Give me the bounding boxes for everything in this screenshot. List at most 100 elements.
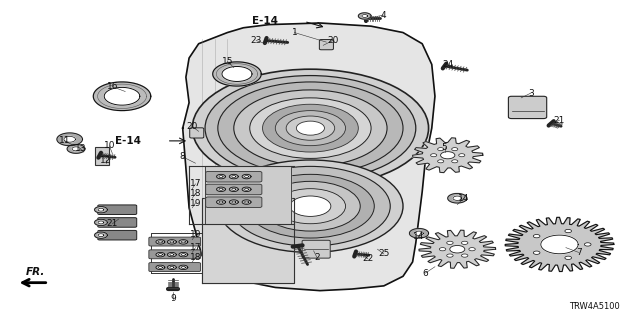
Polygon shape <box>181 254 186 256</box>
Polygon shape <box>170 254 174 256</box>
Polygon shape <box>448 194 467 203</box>
Polygon shape <box>156 240 165 244</box>
Polygon shape <box>67 144 85 153</box>
Polygon shape <box>419 230 495 268</box>
Polygon shape <box>181 241 186 243</box>
Polygon shape <box>453 196 461 200</box>
Circle shape <box>447 241 453 244</box>
Circle shape <box>275 189 346 224</box>
Circle shape <box>533 251 540 254</box>
Polygon shape <box>229 174 238 179</box>
Polygon shape <box>229 187 238 192</box>
Polygon shape <box>64 136 76 142</box>
Text: 23: 23 <box>250 36 262 45</box>
Text: 17: 17 <box>189 243 201 252</box>
Polygon shape <box>168 252 176 257</box>
Bar <box>95 147 109 165</box>
Polygon shape <box>244 188 248 190</box>
Text: 25: 25 <box>378 250 390 259</box>
Text: 10: 10 <box>104 141 115 150</box>
FancyBboxPatch shape <box>205 197 262 207</box>
Text: 14: 14 <box>413 232 425 241</box>
Text: 20: 20 <box>187 122 198 131</box>
Polygon shape <box>57 133 83 146</box>
Polygon shape <box>358 13 371 19</box>
Polygon shape <box>216 174 225 179</box>
Circle shape <box>246 174 374 238</box>
Polygon shape <box>232 176 236 178</box>
Polygon shape <box>98 208 104 211</box>
Polygon shape <box>415 231 423 236</box>
Polygon shape <box>98 234 104 236</box>
Circle shape <box>286 116 335 140</box>
Polygon shape <box>505 217 614 271</box>
FancyBboxPatch shape <box>189 128 204 138</box>
Polygon shape <box>242 200 251 204</box>
Polygon shape <box>242 187 251 192</box>
Polygon shape <box>156 265 165 270</box>
Text: 8: 8 <box>180 152 186 161</box>
Polygon shape <box>95 206 108 213</box>
Text: 13: 13 <box>75 144 86 153</box>
Polygon shape <box>98 221 104 224</box>
Text: E-14: E-14 <box>115 136 141 146</box>
Text: FR.: FR. <box>26 267 45 277</box>
Polygon shape <box>205 166 291 224</box>
Circle shape <box>452 160 458 163</box>
Circle shape <box>452 148 458 151</box>
FancyBboxPatch shape <box>149 250 200 259</box>
Text: 19: 19 <box>189 198 201 207</box>
Text: 18: 18 <box>189 189 201 198</box>
FancyBboxPatch shape <box>508 96 547 119</box>
Circle shape <box>250 98 371 158</box>
Text: 15: 15 <box>221 57 233 66</box>
Polygon shape <box>179 252 188 257</box>
Circle shape <box>440 152 455 159</box>
Text: 24: 24 <box>442 60 453 69</box>
Circle shape <box>234 90 387 166</box>
FancyBboxPatch shape <box>319 40 333 50</box>
Text: 3: 3 <box>528 89 534 98</box>
Circle shape <box>461 254 468 257</box>
Text: 5: 5 <box>442 143 447 152</box>
Polygon shape <box>219 176 223 178</box>
Polygon shape <box>170 266 174 268</box>
Polygon shape <box>168 265 176 270</box>
FancyBboxPatch shape <box>149 237 200 246</box>
Polygon shape <box>232 201 236 203</box>
Polygon shape <box>216 200 225 204</box>
Polygon shape <box>244 201 248 203</box>
Circle shape <box>218 160 403 252</box>
Circle shape <box>192 69 429 187</box>
Polygon shape <box>413 138 483 172</box>
Polygon shape <box>242 174 251 179</box>
Text: E-14: E-14 <box>253 16 278 27</box>
Text: 20: 20 <box>327 36 339 45</box>
Polygon shape <box>95 219 108 226</box>
FancyBboxPatch shape <box>98 205 137 214</box>
Polygon shape <box>244 176 248 178</box>
Text: 16: 16 <box>107 82 118 91</box>
Polygon shape <box>158 241 163 243</box>
Circle shape <box>262 104 358 152</box>
Polygon shape <box>212 62 261 86</box>
Text: 21: 21 <box>107 219 118 228</box>
Circle shape <box>439 248 446 251</box>
Circle shape <box>260 181 360 231</box>
Text: 18: 18 <box>189 253 201 262</box>
Polygon shape <box>104 87 140 105</box>
Text: 21: 21 <box>554 116 565 125</box>
Text: 11: 11 <box>59 136 70 145</box>
Circle shape <box>461 241 468 244</box>
Circle shape <box>438 160 444 163</box>
Polygon shape <box>232 188 236 190</box>
Circle shape <box>469 248 476 251</box>
Circle shape <box>438 148 444 151</box>
Circle shape <box>459 154 465 157</box>
Circle shape <box>533 235 540 238</box>
Polygon shape <box>179 265 188 270</box>
FancyBboxPatch shape <box>98 218 137 227</box>
Polygon shape <box>222 67 252 82</box>
Polygon shape <box>362 14 367 17</box>
Polygon shape <box>410 228 429 238</box>
